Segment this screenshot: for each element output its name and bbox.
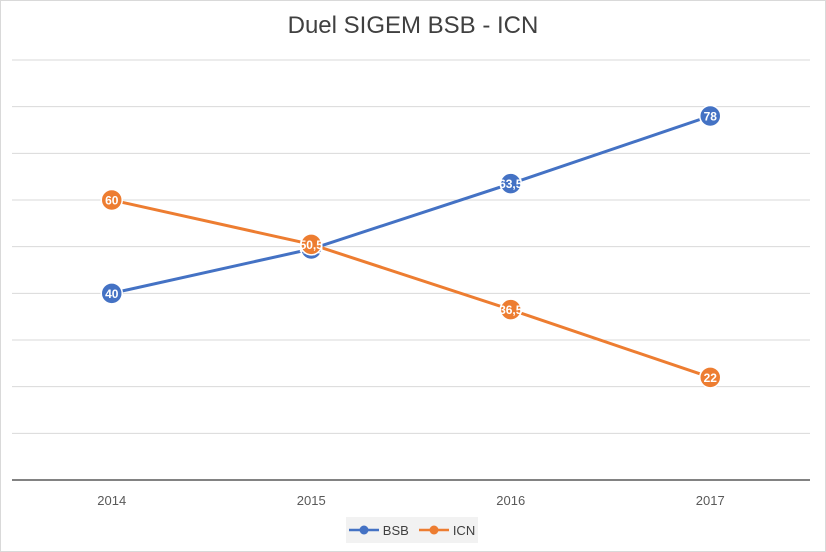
data-point-icn [300,233,323,256]
x-tick-label: 2016 [496,493,525,508]
data-point-bsb [699,104,722,128]
series-line-icn [111,198,711,379]
legend-marker-icn [418,525,449,535]
series-line-bsb [111,114,711,295]
data-point-bsb [499,172,522,195]
chart-title: Duel SIGEM BSB - ICN [287,12,539,39]
x-tick-label: 2014 [97,493,126,508]
data-label-icn: 50,5 [300,238,324,252]
data-point-icn [699,366,722,389]
data-point-bsb [100,282,123,305]
data-label-icn: 22 [704,371,718,385]
legend-label-bsb: BSB [382,522,409,538]
data-label-icn: 36,5 [499,303,523,317]
x-tick-label: 2017 [696,493,725,508]
data-label-bsb: 78 [704,110,718,124]
legend-item-bsb: BSB [348,522,409,538]
legend-label-icn: ICN [452,522,476,538]
x-tick-label: 2015 [297,493,326,508]
legend-marker-bsb [348,525,379,535]
data-label-bsb: 63,5 [499,177,523,191]
legend-item-icn: ICN [418,522,476,538]
data-point-icn [499,298,522,321]
data-label-icn: 60 [105,194,119,208]
data-point-icn [100,188,123,212]
data-label-bsb: 40 [105,287,119,301]
legend: BSB ICN [346,517,478,543]
